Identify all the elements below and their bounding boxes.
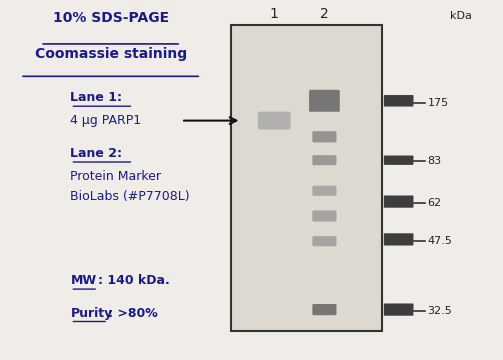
- FancyBboxPatch shape: [384, 156, 413, 165]
- FancyBboxPatch shape: [384, 195, 413, 208]
- Text: 4 μg PARP1: 4 μg PARP1: [70, 114, 141, 127]
- Text: 62: 62: [428, 198, 442, 208]
- FancyBboxPatch shape: [384, 233, 413, 246]
- FancyBboxPatch shape: [231, 25, 382, 331]
- FancyBboxPatch shape: [312, 211, 337, 222]
- Text: 83: 83: [428, 156, 442, 166]
- FancyBboxPatch shape: [258, 112, 291, 130]
- Text: 1: 1: [270, 8, 279, 21]
- FancyBboxPatch shape: [312, 236, 337, 246]
- FancyBboxPatch shape: [312, 155, 337, 165]
- Text: BioLabs (#P7708L): BioLabs (#P7708L): [70, 190, 190, 203]
- Text: 175: 175: [428, 98, 449, 108]
- Text: kDa: kDa: [450, 11, 472, 21]
- Text: Coomassie staining: Coomassie staining: [35, 47, 187, 61]
- FancyBboxPatch shape: [309, 90, 340, 112]
- FancyBboxPatch shape: [312, 186, 337, 196]
- Text: Purity: Purity: [70, 307, 113, 320]
- Text: 47.5: 47.5: [428, 236, 452, 246]
- Text: 32.5: 32.5: [428, 306, 452, 316]
- Text: : >80%: : >80%: [108, 307, 158, 320]
- FancyBboxPatch shape: [384, 95, 413, 107]
- FancyBboxPatch shape: [312, 304, 337, 315]
- FancyBboxPatch shape: [312, 131, 337, 143]
- Text: Lane 2:: Lane 2:: [70, 147, 122, 159]
- Text: Protein Marker: Protein Marker: [70, 170, 161, 183]
- Text: : 140 kDa.: : 140 kDa.: [98, 274, 170, 287]
- FancyBboxPatch shape: [384, 303, 413, 316]
- Text: 10% SDS-PAGE: 10% SDS-PAGE: [53, 11, 169, 25]
- Text: 2: 2: [320, 8, 329, 21]
- Text: MW: MW: [70, 274, 97, 287]
- Text: Lane 1:: Lane 1:: [70, 91, 122, 104]
